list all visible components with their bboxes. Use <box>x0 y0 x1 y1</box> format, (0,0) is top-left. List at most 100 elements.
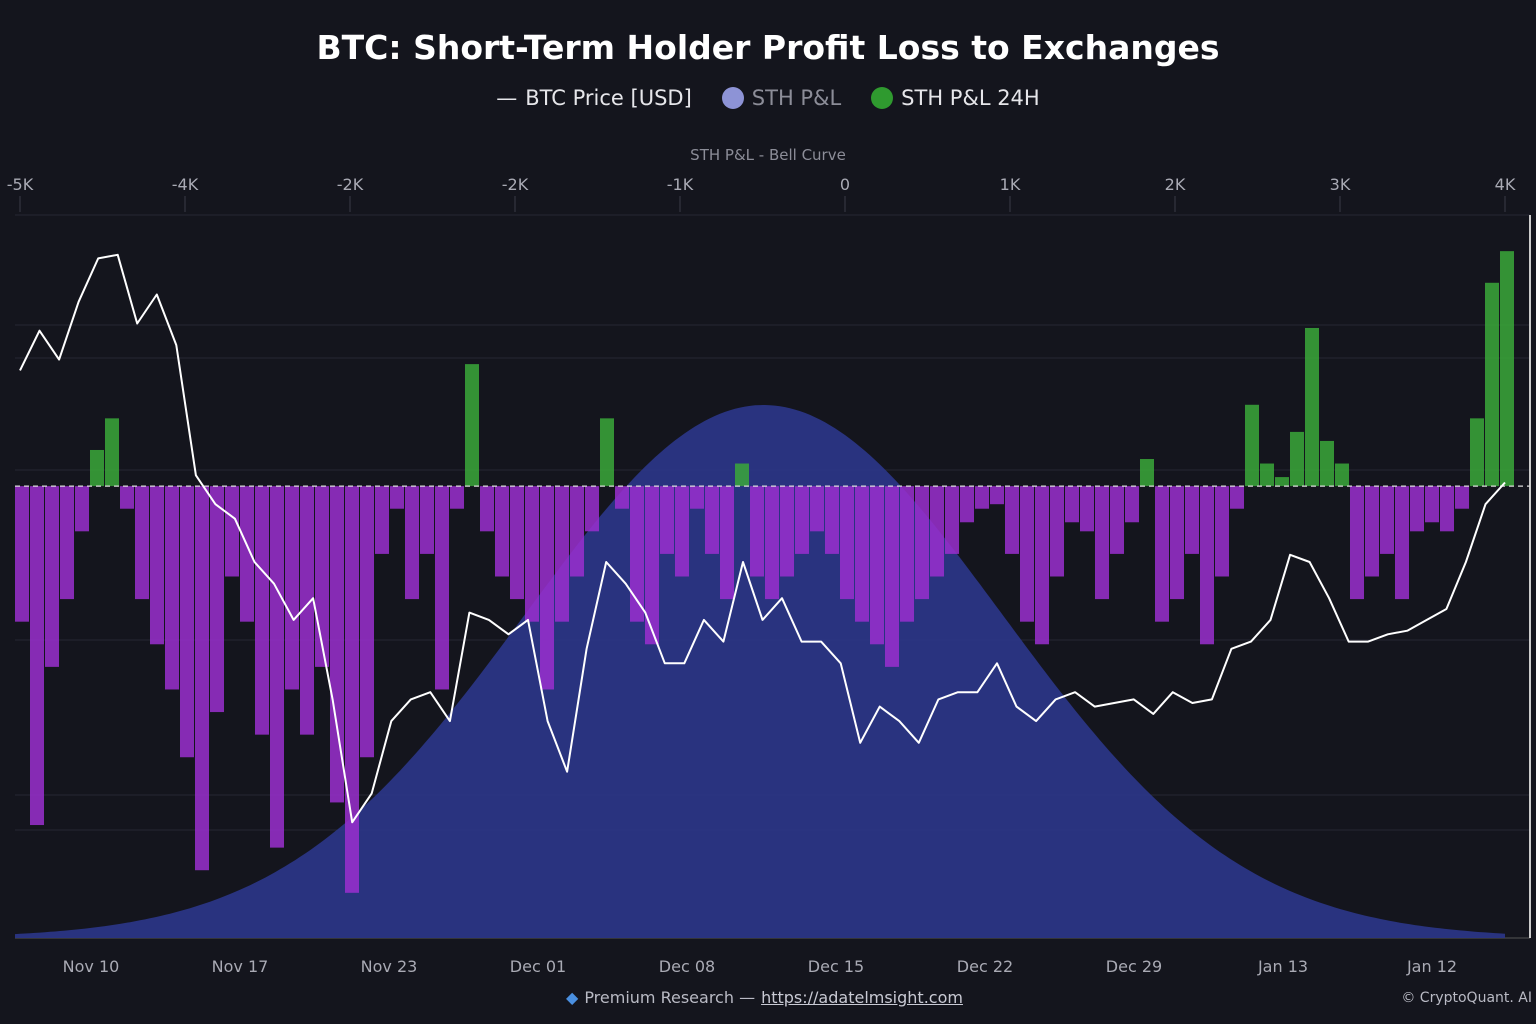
footer: ◆ Premium Research — https://adatelmsigh… <box>566 988 963 1007</box>
pnl-bar-negative <box>720 486 734 600</box>
legend-item-price[interactable]: — BTC Price [USD] <box>496 86 692 110</box>
pnl-bar-negative <box>645 486 659 645</box>
legend-item-sth-pl[interactable]: STH P&L <box>721 86 842 110</box>
top-tick-label: 1K <box>1000 175 1021 194</box>
top-tick-label: -5K <box>7 175 34 194</box>
pnl-bar-negative <box>1380 486 1394 554</box>
pnl-bar-positive <box>1260 463 1274 487</box>
top-tick-label: 3K <box>1330 175 1351 194</box>
pnl-bar-negative <box>795 486 809 554</box>
top-tick-label: 2K <box>1165 175 1186 194</box>
bottom-tick-label: Dec 08 <box>659 957 715 976</box>
bottom-tick-label: Nov 17 <box>212 957 269 976</box>
pnl-bar-negative <box>840 486 854 600</box>
top-tick-label: 4K <box>1495 175 1516 194</box>
pnl-bar-negative <box>1125 486 1139 523</box>
pnl-bar-negative <box>885 486 899 667</box>
legend-label: STH P&L 24H <box>901 86 1040 110</box>
pnl-bar-positive <box>90 449 104 487</box>
pnl-bar-negative <box>285 486 299 690</box>
pnl-bar-positive <box>600 418 614 487</box>
dot-marker-icon <box>721 87 744 109</box>
footer-link[interactable]: https://adatelmsight.com <box>761 988 963 1007</box>
pnl-bar-negative <box>945 486 959 554</box>
bottom-tick-label: Dec 15 <box>808 957 864 976</box>
pnl-bar-negative <box>390 486 404 509</box>
pnl-bar-positive <box>1245 404 1259 487</box>
top-tick-label: -1K <box>667 175 694 194</box>
bottom-tick-label: Jan 12 <box>1406 957 1457 976</box>
copyright: © CryptoQuant. AI <box>1401 990 1532 1006</box>
pnl-bar-positive <box>1485 282 1499 487</box>
pnl-bar-negative <box>540 486 554 690</box>
pnl-bar-positive <box>1290 431 1304 487</box>
diamond-icon: ◆ <box>566 988 579 1007</box>
pnl-bar-negative <box>525 486 539 622</box>
pnl-bar-negative <box>1005 486 1019 554</box>
pnl-bar-negative <box>450 486 464 509</box>
pnl-bar-negative <box>660 486 674 554</box>
bottom-tick-label: Dec 22 <box>957 957 1013 976</box>
pnl-bar-negative <box>240 486 254 622</box>
legend-label: BTC Price [USD] <box>525 86 692 110</box>
pnl-bar-negative <box>510 486 524 600</box>
pnl-bar-negative <box>300 486 314 735</box>
pnl-bar-negative <box>930 486 944 577</box>
pnl-bar-negative <box>405 486 419 600</box>
bottom-tick-label: Nov 23 <box>361 957 418 976</box>
pnl-bar-positive <box>1305 327 1319 487</box>
pnl-bar-negative <box>120 486 134 509</box>
pnl-bar-negative <box>810 486 824 532</box>
pnl-bar-negative <box>570 486 584 577</box>
pnl-bar-negative <box>975 486 989 509</box>
pnl-bar-positive <box>465 364 479 487</box>
pnl-bar-negative <box>855 486 869 622</box>
pnl-bar-positive <box>1140 459 1154 487</box>
pnl-bar-negative <box>1410 486 1424 532</box>
pnl-bar-negative <box>1395 486 1409 600</box>
pnl-bar-positive <box>1470 418 1484 487</box>
pnl-bar-negative <box>1080 486 1094 532</box>
pnl-bar-negative <box>225 486 239 577</box>
pnl-bar-negative <box>1050 486 1064 577</box>
bottom-tick-label: Jan 13 <box>1257 957 1308 976</box>
pnl-bar-negative <box>15 486 29 622</box>
pnl-bar-negative <box>1020 486 1034 622</box>
pnl-bar-negative <box>1440 486 1454 532</box>
legend-item-sth-pl-24h[interactable]: STH P&L 24H <box>871 86 1040 110</box>
pnl-bar-negative <box>765 486 779 600</box>
pnl-bar-negative <box>150 486 164 645</box>
pnl-bar-negative <box>1095 486 1109 600</box>
legend-label: STH P&L <box>751 86 842 110</box>
pnl-bar-negative <box>1035 486 1049 645</box>
pnl-bar-negative <box>480 486 494 532</box>
pnl-bar-negative <box>330 486 344 803</box>
pnl-bar-negative <box>960 486 974 523</box>
pnl-bar-negative <box>60 486 74 600</box>
pnl-bar-negative <box>30 486 44 826</box>
legend: — BTC Price [USD] STH P&L STH P&L 24H <box>0 86 1536 110</box>
pnl-bar-negative <box>495 486 509 577</box>
top-tick-label: -2K <box>337 175 364 194</box>
pnl-bar-negative <box>870 486 884 645</box>
pnl-bar-negative <box>990 486 1004 505</box>
pnl-bar-negative <box>705 486 719 554</box>
pnl-bar-negative <box>1230 486 1244 509</box>
pnl-bar-positive <box>1335 463 1349 487</box>
dot-marker-icon <box>871 87 894 109</box>
pnl-bar-negative <box>915 486 929 600</box>
pnl-bar-negative <box>825 486 839 554</box>
pnl-bar-negative <box>1425 486 1439 523</box>
pnl-bar-negative <box>1170 486 1184 600</box>
pnl-bar-negative <box>375 486 389 554</box>
pnl-bar-positive <box>1320 440 1334 487</box>
pnl-bar-negative <box>135 486 149 600</box>
pnl-bar-negative <box>1350 486 1364 600</box>
pnl-bar-negative <box>180 486 194 758</box>
pnl-bar-negative <box>1200 486 1214 645</box>
bottom-tick-label: Dec 29 <box>1106 957 1162 976</box>
pnl-bar-negative <box>615 486 629 509</box>
pnl-bar-positive <box>1500 251 1514 487</box>
pnl-bar-negative <box>255 486 269 735</box>
